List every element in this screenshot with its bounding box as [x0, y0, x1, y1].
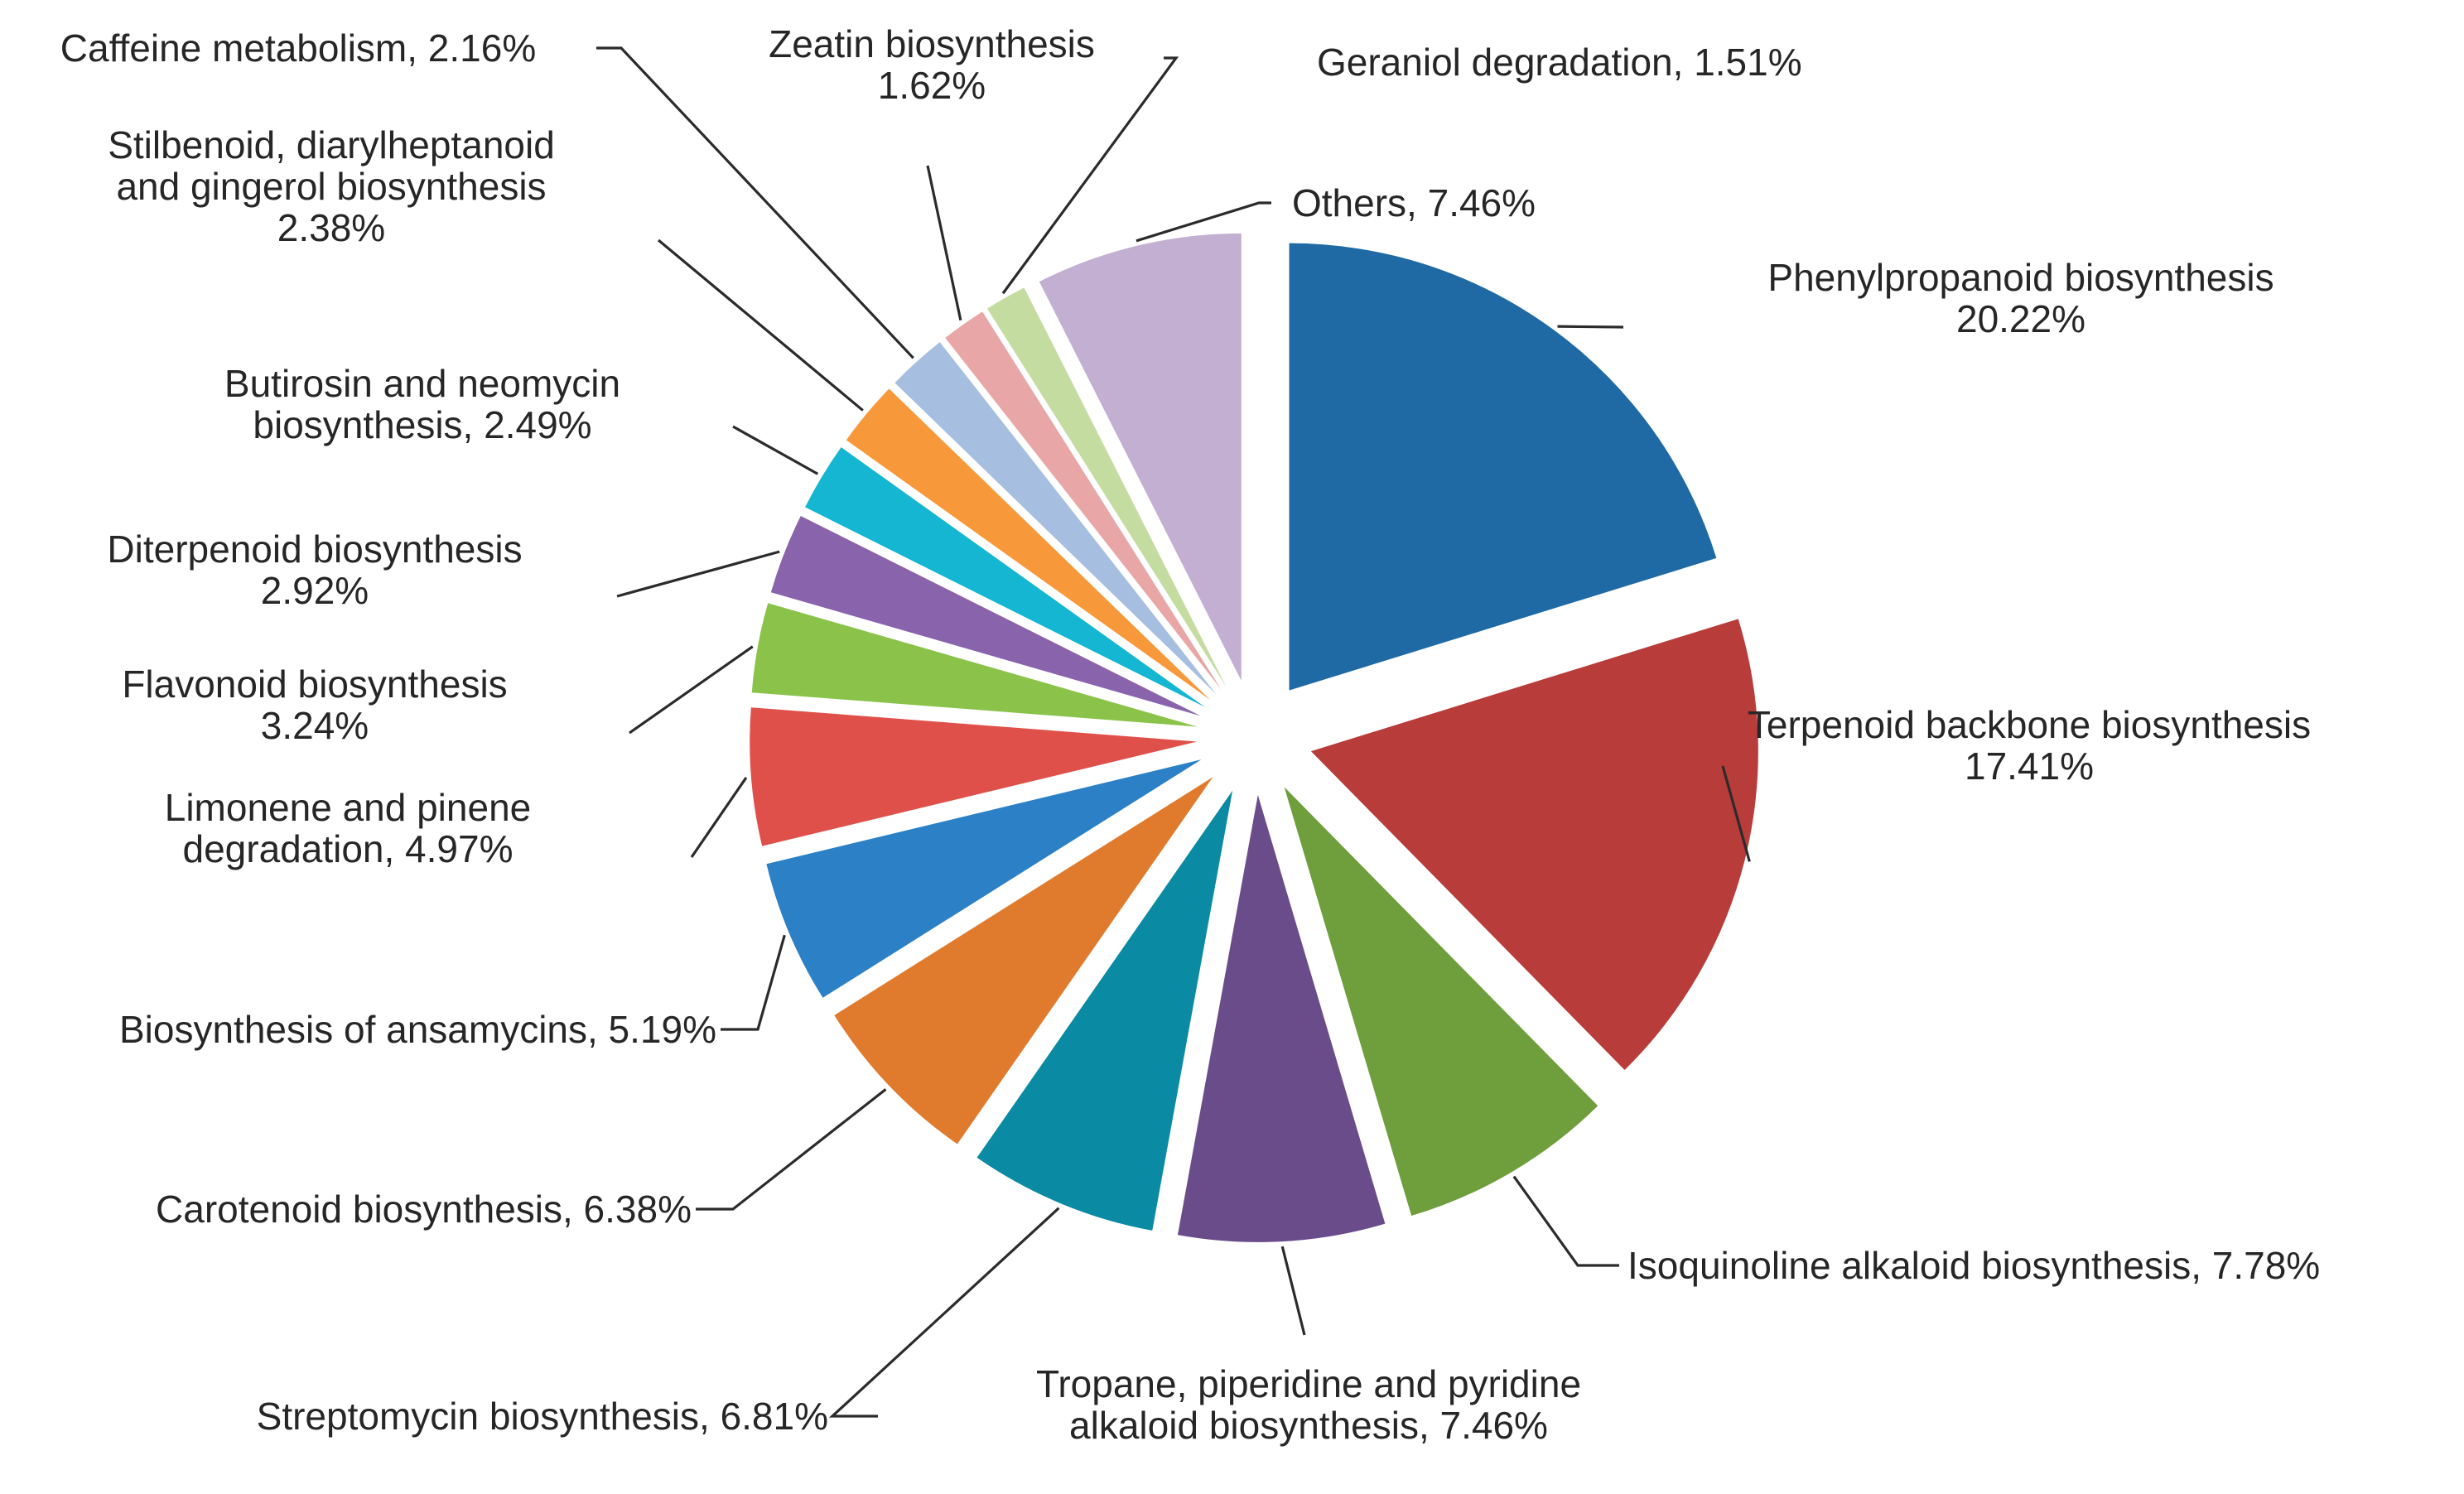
pie-slice-stilbenoid-diarylheptanoid-and-gingerol-biosynthesis [846, 388, 1211, 701]
leader-line-limonene-and-pinene-degradation [690, 777, 748, 858]
pie-slice-zeatin-biosynthesis [945, 311, 1222, 690]
slice-label-caffeine-metabolism: Caffeine metabolism, 2.16% [60, 27, 536, 70]
slice-label-geraniol-degradation: Geraniol degradation, 1.51% [1317, 41, 1802, 84]
slice-label-zeatin-biosynthesis: Zeatin biosynthesis 1.62% [769, 22, 1095, 107]
slice-label-line: 2.92% [261, 569, 369, 612]
pie-slice-carotenoid-biosynthesis [834, 777, 1213, 1145]
leader-line-isoquinoline-alkaloid-biosynthesis [1512, 1175, 1619, 1267]
slice-label-line: Zeatin biosynthesis [769, 22, 1095, 65]
slice-label-biosynthesis-of-ansamycins: Biosynthesis of ansamycins, 5.19% [119, 1008, 716, 1051]
slice-label-carotenoid-biosynthesis: Carotenoid biosynthesis, 6.38% [156, 1188, 692, 1231]
pie-slice-tropane-piperidine-and-pyridine-alkaloid-biosynthesis [1177, 794, 1386, 1242]
slice-label-line: Limonene and pinene [165, 786, 531, 829]
slice-label-butirosin-and-neomycin-biosynthesis: Butirosin and neomycin biosynthesis, 2.49… [224, 362, 620, 446]
slice-label-tropane-piperidine-and-pyridine-alkaloid-biosynthesis: Tropane, piperidine and pyridine alkaloid… [1036, 1362, 1581, 1447]
slice-label-line: 17.41% [1965, 745, 2094, 788]
pie-slice-limonene-and-pinene-degradation [750, 707, 1198, 846]
pie-slice-butirosin-and-neomycin-biosynthesis [805, 447, 1206, 707]
slice-label-stilbenoid-diarylheptanoid-and-gingerol-biosynthesis: Stilbenoid, diarylheptanoid and gingerol … [108, 123, 555, 249]
slice-label-others: Others, 7.46% [1292, 181, 1536, 224]
leader-line-terpenoid-backbone-biosynthesis [1721, 765, 1751, 862]
leader-line-tropane-piperidine-and-pyridine-alkaloid-biosynthesis [1280, 1246, 1306, 1336]
pie-slice-biosynthesis-of-ansamycins [766, 759, 1202, 998]
leader-line-others [1136, 201, 1271, 243]
slice-label-line: Terpenoid backbone biosynthesis [1748, 703, 2311, 746]
leader-line-biosynthesis-of-ansamycins [721, 934, 786, 1031]
slice-label-line: 3.24% [261, 704, 369, 747]
slice-label-line: Stilbenoid, diarylheptanoid [108, 123, 555, 166]
slice-label-line: degradation, 4.97% [183, 827, 514, 870]
slice-label-diterpenoid-biosynthesis: Diterpenoid biosynthesis 2.92% [107, 528, 522, 612]
leader-line-carotenoid-biosynthesis [696, 1088, 887, 1211]
slice-label-line: Phenylpropanoid biosynthesis [1767, 256, 2274, 299]
slice-label-flavonoid-biosynthesis: Flavonoid biosynthesis 3.24% [122, 663, 507, 747]
leader-line-butirosin-and-neomycin-biosynthesis [732, 425, 819, 475]
slice-label-line: Geraniol degradation, 1.51% [1317, 41, 1802, 84]
pie-slice-others [1039, 233, 1242, 681]
pie-slice-caffeine-metabolism [894, 342, 1217, 694]
leader-line-streptomycin-biosynthesis [828, 1207, 1060, 1418]
pie-slices [750, 233, 1758, 1242]
slice-label-line: Flavonoid biosynthesis [122, 663, 507, 706]
pie-slice-flavonoid-biosynthesis [751, 603, 1198, 727]
slice-label-line: Tropane, piperidine and pyridine [1036, 1362, 1581, 1405]
slice-label-line: Isoquinoline alkaloid biosynthesis, 7.78… [1627, 1244, 2320, 1287]
slice-label-line: 1.62% [878, 64, 986, 107]
pie-slice-terpenoid-backbone-biosynthesis [1310, 619, 1758, 1071]
leader-lines [596, 46, 1751, 1418]
slice-label-line: Others, 7.46% [1292, 181, 1536, 224]
slice-label-limonene-and-pinene-degradation: Limonene and pinene degradation, 4.97% [165, 786, 531, 870]
slice-label-line: Caffeine metabolism, 2.16% [60, 27, 536, 70]
slice-label-line: 20.22% [1956, 297, 2085, 340]
pie-slice-diterpenoid-biosynthesis [770, 516, 1201, 716]
pie-slice-geraniol-degradation [986, 287, 1227, 687]
slice-label-line: 2.38% [277, 206, 385, 249]
slice-labels: Phenylpropanoid biosynthesis 20.22% Terpen… [60, 22, 2320, 1447]
slice-label-line: and gingerol biosynthesis [116, 165, 546, 208]
slice-label-line: Diterpenoid biosynthesis [107, 528, 522, 571]
slice-label-terpenoid-backbone-biosynthesis: Terpenoid backbone biosynthesis 17.41% [1748, 703, 2311, 788]
leader-line-diterpenoid-biosynthesis [616, 550, 780, 598]
pie-slice-phenylpropanoid-biosynthesis [1289, 243, 1717, 691]
slice-label-phenylpropanoid-biosynthesis: Phenylpropanoid biosynthesis 20.22% [1767, 256, 2274, 340]
slice-label-line: Biosynthesis of ansamycins, 5.19% [119, 1008, 716, 1051]
slice-label-line: Streptomycin biosynthesis, 6.81% [257, 1395, 828, 1438]
slice-label-line: alkaloid biosynthesis, 7.46% [1069, 1404, 1548, 1447]
leader-line-zeatin-biosynthesis [926, 165, 962, 321]
leader-line-phenylpropanoid-biosynthesis [1557, 325, 1624, 329]
leader-line-geraniol-degradation [1001, 56, 1179, 295]
slice-label-isoquinoline-alkaloid-biosynthesis: Isoquinoline alkaloid biosynthesis, 7.78… [1627, 1244, 2320, 1287]
slice-label-line: biosynthesis, 2.49% [253, 403, 591, 446]
slice-label-streptomycin-biosynthesis: Streptomycin biosynthesis, 6.81% [257, 1395, 828, 1438]
leader-line-flavonoid-biosynthesis [629, 645, 754, 735]
pie-slice-isoquinoline-alkaloid-biosynthesis [1284, 787, 1598, 1216]
slice-label-line: Carotenoid biosynthesis, 6.38% [156, 1188, 692, 1231]
leader-line-caffeine-metabolism [596, 46, 914, 359]
leader-line-stilbenoid-diarylheptanoid-and-gingerol-biosynthesis [657, 239, 864, 412]
slice-label-line: Butirosin and neomycin [224, 362, 620, 405]
pie-slice-streptomycin-biosynthesis [976, 790, 1233, 1231]
